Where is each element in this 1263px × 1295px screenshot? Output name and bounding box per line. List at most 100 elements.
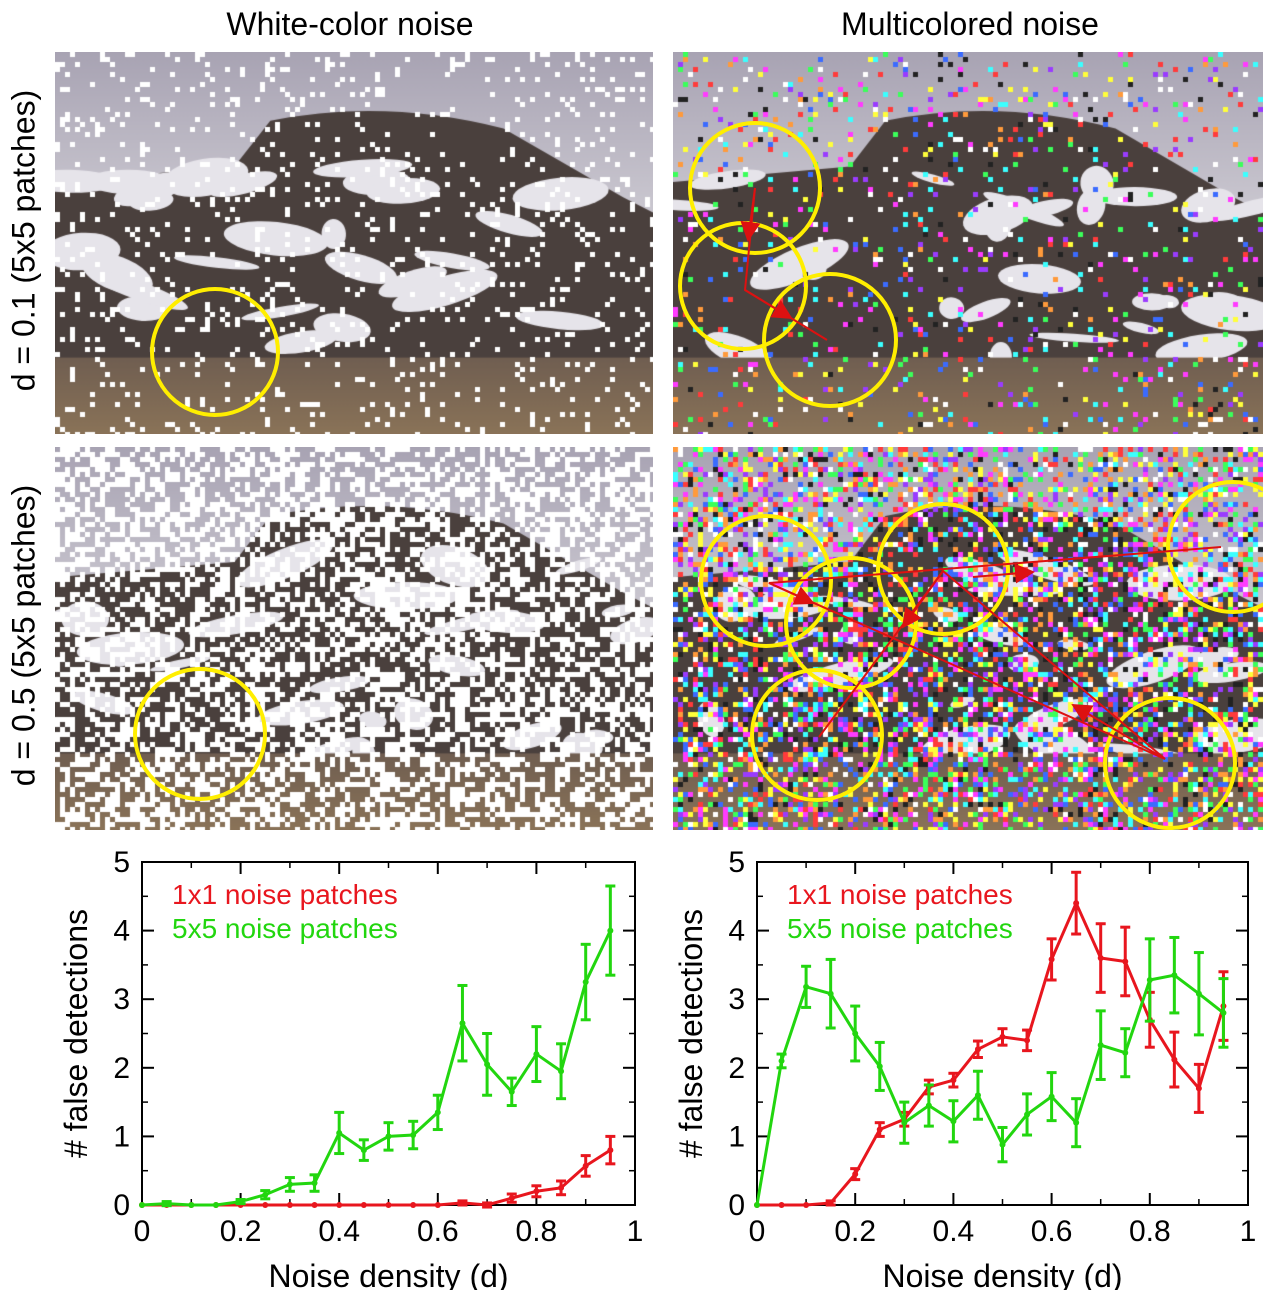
data-point [188,1202,195,1208]
row-label-d05: d = 0.5 (5x5 patches) [0,445,54,825]
scanpath-arrowhead [744,289,793,320]
data-point [950,1118,957,1125]
x-tick-label: 1 [1240,1215,1257,1248]
data-point [360,1202,367,1208]
x-tick-label: 0.2 [834,1215,876,1248]
y-axis-label: # false detections [58,909,94,1158]
data-point [262,1191,269,1198]
data-point [459,1020,466,1027]
scene-image-white-d05 [55,447,653,830]
detection-circle [688,121,822,255]
data-point [163,1200,170,1207]
data-point [336,1129,343,1136]
data-point [533,1051,540,1058]
data-point [1024,1037,1031,1044]
data-point [311,1180,318,1187]
scanpath-arrowhead [972,563,1035,584]
detection-circle [750,668,884,802]
scanpath-arrowhead [901,570,944,629]
scanpath-arrowhead [740,187,761,242]
x-tick-label: 0.8 [1129,1215,1171,1248]
data-point [484,1061,491,1068]
x-tick-label: 0.4 [933,1215,975,1248]
panel-multi-d01 [673,52,1263,434]
y-tick-label: 2 [728,1052,745,1085]
data-point [360,1147,367,1154]
data-point [1048,1093,1055,1100]
x-tick-label: 0 [749,1215,766,1248]
data-point [1220,1009,1227,1016]
data-point [754,1202,760,1208]
data-point [803,983,810,990]
data-point [950,1077,957,1084]
y-tick-label: 0 [113,1189,130,1222]
data-point [1146,976,1153,983]
panel-multi-d05 [673,447,1263,830]
overlay-multi-d01 [678,121,898,408]
data-point [286,1181,293,1188]
detection-circle [133,667,267,801]
x-tick-label: 0.8 [516,1215,558,1248]
data-point [582,1162,589,1169]
detection-circle [784,556,918,690]
chart-white-noise: 0 0.2 0.4 0.6 0.8 1 0 1 2 3 4 5 Noise density (d) # f… [58,846,644,1294]
data-point [852,1030,859,1037]
detection-circle [762,272,898,408]
data-point [286,1202,293,1208]
data-point [385,1133,392,1140]
row-label-d01-text: d = 0.1 (5x5 patches) [5,89,42,391]
overlay-white-d05 [133,667,267,801]
data-point [508,1195,515,1202]
series-line [755,973,1225,1206]
legend-entry: 1x1 noise patches [787,879,1013,910]
data-point [262,1202,269,1208]
x-tick-label: 0.6 [417,1215,459,1248]
plot-white-noise: 0 0.2 0.4 0.6 0.8 1 0 1 2 3 4 5 Noise density (d) # f… [50,840,650,1294]
detection-circle [678,221,808,351]
series-line [757,899,1225,1207]
detection-circle [699,514,833,648]
chart-multicolored-noise: 0 0.2 0.4 0.6 0.8 1 0 1 2 3 4 5 Noise density (d) # f… [673,846,1257,1294]
data-point [484,1202,491,1208]
data-point [827,990,834,997]
data-point [459,1199,466,1206]
data-point [1073,900,1080,907]
data-point [311,1202,318,1208]
data-point [212,1202,219,1208]
plot-multicolored-noise: 0 0.2 0.4 0.6 0.8 1 0 1 2 3 4 5 Noise density (d) # f… [665,840,1263,1294]
data-point [1048,956,1055,963]
x-tick-label: 0.4 [318,1215,360,1248]
data-point [434,1109,441,1116]
x-tick-label: 1 [627,1215,644,1248]
scanpath-arrow [768,546,1222,760]
panel-white-d05 [55,447,653,830]
series-line [141,929,612,1207]
legend-entry: 5x5 noise patches [787,913,1013,944]
overlay-white-d01 [150,287,280,417]
data-point [410,1202,417,1208]
row-label-d01: d = 0.1 (5x5 patches) [0,50,54,430]
data-point [999,1141,1006,1148]
scanpath-arrowhead [1071,703,1166,760]
panel-white-d01 [55,52,653,434]
data-point [1024,1111,1031,1118]
scanpath-arrowhead [768,582,815,605]
data-point [1122,1049,1129,1056]
data-point [852,1171,859,1178]
data-point [876,1126,883,1133]
x-tick-label: 0.6 [1031,1215,1073,1248]
data-point [778,1057,785,1064]
data-point [803,1202,810,1208]
detection-circle [1103,696,1237,830]
data-point [1073,1119,1080,1126]
y-tick-label: 3 [728,983,745,1016]
data-point [1195,1085,1202,1092]
y-tick-label: 1 [113,1120,130,1153]
detection-circle [150,287,280,417]
y-tick-label: 5 [113,846,130,879]
row-label-d05-text: d = 0.5 (5x5 patches) [5,484,42,786]
y-tick-label: 5 [728,846,745,879]
data-point [385,1202,392,1208]
x-axis-label: Noise density (d) [268,1258,508,1290]
data-point [1171,1056,1178,1063]
